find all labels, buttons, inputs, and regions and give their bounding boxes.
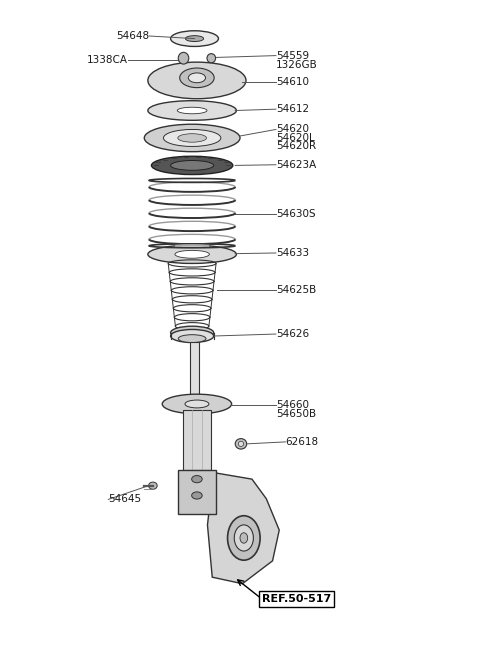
Ellipse shape <box>192 492 202 499</box>
Ellipse shape <box>148 101 237 121</box>
Ellipse shape <box>239 441 243 447</box>
Ellipse shape <box>175 250 209 258</box>
Polygon shape <box>183 410 211 470</box>
Text: 1338CA: 1338CA <box>86 54 128 65</box>
Ellipse shape <box>207 54 216 63</box>
Text: 62618: 62618 <box>286 437 319 447</box>
Text: REF.50-517: REF.50-517 <box>262 593 331 604</box>
Ellipse shape <box>240 533 248 543</box>
Ellipse shape <box>163 130 221 147</box>
Text: 1326GB: 1326GB <box>276 60 318 69</box>
Text: 54620L: 54620L <box>276 133 315 143</box>
Text: 54660: 54660 <box>276 400 309 410</box>
Text: 54620: 54620 <box>276 124 309 134</box>
Ellipse shape <box>185 400 209 408</box>
Ellipse shape <box>170 326 214 339</box>
Text: 54645: 54645 <box>108 495 142 504</box>
Ellipse shape <box>152 157 233 174</box>
Polygon shape <box>178 470 216 514</box>
Text: 54626: 54626 <box>276 329 309 339</box>
Ellipse shape <box>235 439 247 449</box>
Ellipse shape <box>178 52 189 64</box>
Text: 54648: 54648 <box>116 31 149 41</box>
Text: 54559: 54559 <box>276 50 309 61</box>
Text: 54633: 54633 <box>276 248 309 258</box>
Ellipse shape <box>170 329 214 343</box>
Ellipse shape <box>148 62 246 99</box>
Text: 54620R: 54620R <box>276 141 316 151</box>
Ellipse shape <box>228 515 260 560</box>
Ellipse shape <box>180 68 214 88</box>
Ellipse shape <box>178 134 206 142</box>
Text: 54630S: 54630S <box>276 209 315 219</box>
Ellipse shape <box>170 31 218 47</box>
Text: 54612: 54612 <box>276 104 309 114</box>
Ellipse shape <box>178 335 206 343</box>
Ellipse shape <box>162 394 232 414</box>
Text: 54610: 54610 <box>276 77 309 86</box>
Text: 54623A: 54623A <box>276 160 316 170</box>
Ellipse shape <box>149 482 157 489</box>
Ellipse shape <box>170 160 214 170</box>
Ellipse shape <box>234 525 253 551</box>
Ellipse shape <box>177 107 207 114</box>
Polygon shape <box>207 473 279 584</box>
Ellipse shape <box>144 124 240 152</box>
Text: 54650B: 54650B <box>276 409 316 419</box>
Ellipse shape <box>192 476 202 483</box>
Ellipse shape <box>188 73 205 83</box>
Ellipse shape <box>148 245 237 263</box>
Ellipse shape <box>185 35 204 41</box>
Text: 54625B: 54625B <box>276 285 316 295</box>
Polygon shape <box>190 342 199 398</box>
